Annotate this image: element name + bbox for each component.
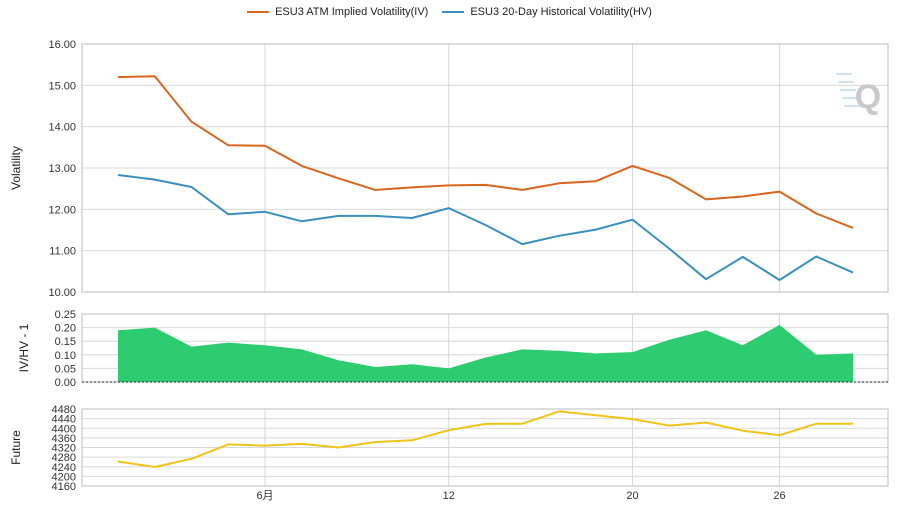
legend-item-iv[interactable]: ESU3 ATM Implied Volatility(IV) bbox=[247, 3, 428, 21]
y-tick-label: 14.00 bbox=[48, 122, 76, 134]
future-line bbox=[117, 410, 853, 468]
watermark-text: Q bbox=[855, 78, 881, 116]
y-tick-label: 4360 bbox=[52, 433, 76, 445]
legend-label-hv: ESU3 20-Day Historical Volatility(HV) bbox=[470, 6, 652, 18]
y-tick-label: 4200 bbox=[52, 471, 76, 483]
y-tick-label: 0.20 bbox=[55, 323, 76, 335]
legend-swatch-hv bbox=[442, 11, 465, 13]
y-axis-label: IV/HV - 1 bbox=[17, 323, 31, 372]
y-tick-label: 4440 bbox=[52, 414, 76, 426]
y-axis-label: Future bbox=[9, 430, 23, 465]
x-tick-label: 6月 bbox=[256, 490, 273, 502]
legend-item-hv[interactable]: ESU3 20-Day Historical Volatility(HV) bbox=[442, 3, 652, 21]
y-tick-label: 4400 bbox=[52, 423, 76, 435]
series-line-hv bbox=[117, 174, 854, 281]
watermark-logo: Q bbox=[836, 73, 881, 116]
plot-frame bbox=[81, 408, 889, 487]
x-axis: 6月 12 20 26 bbox=[256, 490, 785, 502]
y-tick-label: 10.00 bbox=[48, 287, 76, 299]
plot-frame bbox=[81, 43, 889, 293]
y-tick-label: 15.00 bbox=[48, 80, 76, 92]
y-tick-label: 13.00 bbox=[48, 163, 76, 175]
y-tick-label: 12.00 bbox=[48, 204, 76, 216]
y-tick-label: 0.10 bbox=[55, 350, 76, 362]
x-tick-label: 20 bbox=[626, 490, 638, 502]
y-tick-label: 4280 bbox=[52, 452, 76, 464]
legend: ESU3 ATM Implied Volatility(IV) ESU3 20-… bbox=[0, 3, 899, 21]
y-tick-label: 0.00 bbox=[55, 377, 76, 389]
legend-swatch-iv bbox=[247, 11, 270, 13]
y-tick-label: 4240 bbox=[52, 462, 76, 474]
y-tick-label: 4480 bbox=[52, 404, 76, 416]
x-tick-label: 12 bbox=[443, 490, 455, 502]
ratio-panel: 0.00 0.050.10 0.150.20 0.25 IV/HV - 1 bbox=[17, 309, 889, 389]
y-axis-label: Volatility bbox=[9, 146, 23, 190]
y-tick-label: 16.00 bbox=[48, 39, 76, 51]
series-line-iv bbox=[117, 75, 854, 229]
y-tick-label: 4160 bbox=[52, 481, 76, 493]
y-tick-label: 0.15 bbox=[55, 336, 76, 348]
volatility-panel: 10.00 11.00 12.00 13.00 14.00 15.00 16.00 Volat… bbox=[9, 39, 889, 299]
y-tick-label: 4320 bbox=[52, 443, 76, 455]
legend-label-iv: ESU3 ATM Implied Volatility(IV) bbox=[275, 6, 429, 18]
y-tick-label: 0.05 bbox=[55, 363, 76, 375]
ratio-area bbox=[118, 324, 853, 382]
y-tick-label: 0.25 bbox=[55, 309, 76, 321]
x-tick-label: 26 bbox=[773, 490, 785, 502]
y-tick-label: 11.00 bbox=[49, 246, 76, 258]
